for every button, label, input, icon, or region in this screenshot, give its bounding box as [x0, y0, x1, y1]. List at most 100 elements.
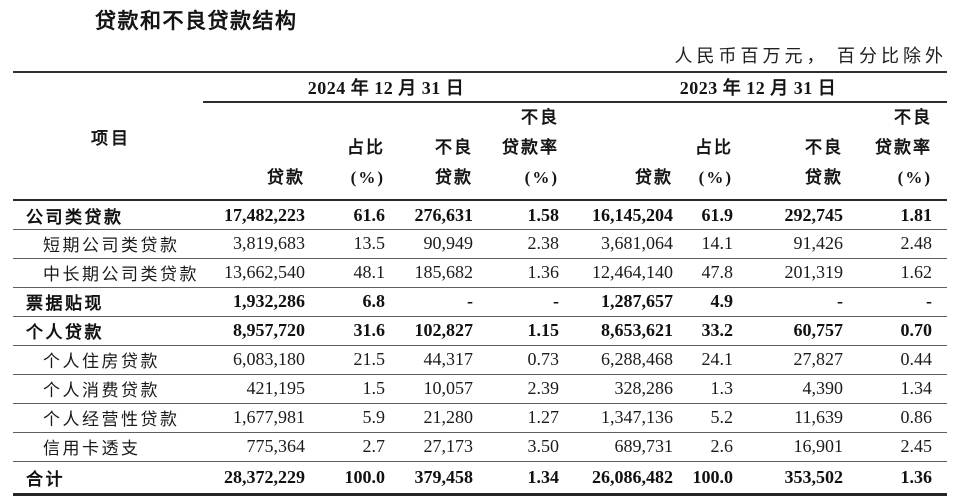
- cell-nplratio-2023: 2.45: [900, 436, 933, 457]
- cell-nplratio-2023: 1.36: [900, 466, 933, 487]
- cell-npl-2024: -: [467, 291, 473, 312]
- cell-npl-2024: 276,631: [414, 204, 474, 225]
- table-row-medium-long-corporate: 中长期公司类贷款 13,662,540 48.1 185,682 1.36 12…: [13, 258, 947, 287]
- cell-loan-2024: 1,932,286: [233, 291, 305, 312]
- cell-loan-2024: 1,677,981: [233, 407, 305, 428]
- cell-share-2023: 33.2: [701, 320, 734, 341]
- unit-note-row: 人民币百万元， 百分比除外: [0, 42, 947, 68]
- cell-nplratio-2023: -: [926, 291, 932, 312]
- cell-share-2023: 47.8: [701, 262, 734, 283]
- cell-loan-2023: 3,681,064: [601, 233, 673, 254]
- cell-loan-2023: 26,086,482: [592, 466, 673, 487]
- cell-loan-2023: 12,464,140: [592, 262, 673, 283]
- cell-share-2023: 61.9: [701, 204, 734, 225]
- page-title: 贷款和不良贷款结构: [95, 10, 298, 33]
- table-row-personal-consumption: 个人消费贷款 421,195 1.5 10,057 2.39 328,286 1…: [13, 374, 947, 403]
- cell-loan-2023: 16,145,204: [592, 204, 673, 225]
- date-group-2023: 2023 年 12 月 31 日: [569, 72, 947, 103]
- date-group-2024: 2024 年 12 月 31 日: [203, 72, 569, 103]
- cell-loan-2024: 6,083,180: [233, 349, 305, 370]
- cell-nplratio-2024: 1.34: [527, 466, 560, 487]
- cell-share-2023: 2.6: [710, 436, 734, 457]
- col-header-npl-2024: 不良 贷款: [395, 102, 483, 202]
- table-row-personal-business: 个人经营性贷款 1,677,981 5.9 21,280 1.27 1,347,…: [13, 403, 947, 432]
- row-label: 公司类贷款: [26, 207, 124, 227]
- cell-npl-2023: 60,757: [793, 320, 844, 341]
- cell-nplratio-2023: 0.86: [900, 407, 933, 428]
- col-header-nplratio-2023: 不良 贷款率 (%): [853, 102, 947, 202]
- cell-loan-2024: 3,819,683: [233, 233, 305, 254]
- cell-nplratio-2024: 2.38: [527, 233, 560, 254]
- table-row-personal-loans: 个人贷款 8,957,720 31.6 102,827 1.15 8,653,6…: [13, 316, 947, 345]
- cell-loan-2024: 28,372,229: [224, 466, 305, 487]
- cell-loan-2024: 13,662,540: [224, 262, 305, 283]
- cell-npl-2023: 201,319: [784, 262, 844, 283]
- cell-share-2024: 13.5: [353, 233, 386, 254]
- report-page: 贷款和不良贷款结构 人民币百万元， 百分比除外 项目 2024 年 12 月 3…: [0, 5, 960, 496]
- item-column-header: 项目: [13, 72, 203, 202]
- cell-nplratio-2023: 1.81: [900, 204, 933, 225]
- column-header-row: 贷款 占比 (%) 不良 贷款 不良 贷款率 (%) 贷款 占比 (%) 不良 …: [13, 102, 947, 202]
- cell-share-2023: 4.9: [710, 291, 734, 312]
- col-header-loan-2023: 贷款: [569, 102, 683, 202]
- cell-share-2024: 31.6: [353, 320, 386, 341]
- cell-npl-2023: 11,639: [794, 407, 843, 428]
- cell-nplratio-2023: 0.44: [900, 349, 933, 370]
- col-header-nplratio-2024: 不良 贷款率 (%): [483, 102, 569, 202]
- cell-loan-2024: 421,195: [246, 378, 306, 399]
- cell-nplratio-2024: 1.58: [527, 204, 560, 225]
- table-row-personal-housing: 个人住房贷款 6,083,180 21.5 44,317 0.73 6,288,…: [13, 345, 947, 374]
- table-row-total: 合计 28,372,229 100.0 379,458 1.34 26,086,…: [13, 461, 947, 495]
- cell-npl-2024: 102,827: [414, 320, 474, 341]
- date-header-row: 项目 2024 年 12 月 31 日 2023 年 12 月 31 日: [13, 72, 947, 202]
- cell-share-2023: 1.3: [710, 378, 734, 399]
- col-header-share-2024: 占比 (%): [315, 102, 395, 202]
- cell-nplratio-2023: 2.48: [900, 233, 933, 254]
- row-label: 信用卡透支: [43, 439, 141, 459]
- cell-loan-2024: 17,482,223: [224, 204, 305, 225]
- cell-nplratio-2024: 0.73: [527, 349, 560, 370]
- table-row-corporate-loans: 公司类贷款 17,482,223 61.6 276,631 1.58 16,14…: [13, 200, 947, 229]
- cell-npl-2024: 44,317: [423, 349, 474, 370]
- cell-loan-2023: 6,288,468: [601, 349, 673, 370]
- row-label: 合计: [26, 469, 65, 489]
- cell-share-2024: 2.7: [362, 436, 386, 457]
- row-label: 短期公司类贷款: [43, 236, 180, 256]
- cell-loan-2023: 689,731: [614, 436, 674, 457]
- cell-npl-2024: 27,173: [423, 436, 474, 457]
- cell-share-2024: 6.8: [362, 291, 386, 312]
- col-header-loan-2024: 贷款: [203, 102, 315, 202]
- cell-nplratio-2024: -: [553, 291, 559, 312]
- cell-npl-2023: 91,426: [793, 233, 844, 254]
- cell-npl-2023: 292,745: [784, 204, 844, 225]
- cell-share-2024: 5.9: [362, 407, 386, 428]
- loan-structure-table: 项目 2024 年 12 月 31 日 2023 年 12 月 31 日 贷款 …: [13, 71, 947, 496]
- cell-nplratio-2024: 1.36: [527, 262, 560, 283]
- cell-loan-2024: 775,364: [246, 436, 306, 457]
- cell-loan-2023: 1,347,136: [601, 407, 673, 428]
- table-row-credit-card-overdraft: 信用卡透支 775,364 2.7 27,173 3.50 689,731 2.…: [13, 432, 947, 461]
- cell-nplratio-2024: 1.15: [527, 320, 560, 341]
- cell-loan-2023: 328,286: [614, 378, 674, 399]
- cell-npl-2024: 379,458: [414, 466, 474, 487]
- cell-share-2024: 1.5: [362, 378, 386, 399]
- cell-npl-2023: -: [837, 291, 843, 312]
- cell-share-2024: 48.1: [353, 262, 386, 283]
- row-label: 个人住房贷款: [43, 352, 160, 372]
- cell-share-2023: 5.2: [710, 407, 734, 428]
- cell-loan-2024: 8,957,720: [233, 320, 305, 341]
- cell-npl-2023: 16,901: [793, 436, 844, 457]
- unit-note: 人民币百万元， 百分比除外: [674, 46, 947, 66]
- cell-npl-2023: 27,827: [793, 349, 844, 370]
- cell-nplratio-2023: 0.70: [900, 320, 933, 341]
- cell-npl-2024: 185,682: [414, 262, 474, 283]
- cell-share-2023: 14.1: [701, 233, 734, 254]
- cell-loan-2023: 1,287,657: [601, 291, 673, 312]
- cell-nplratio-2023: 1.34: [900, 378, 933, 399]
- cell-npl-2024: 21,280: [423, 407, 474, 428]
- cell-npl-2023: 4,390: [802, 378, 844, 399]
- table-row-discounted-bills: 票据贴现 1,932,286 6.8 - - 1,287,657 4.9 - -: [13, 287, 947, 316]
- cell-npl-2023: 353,502: [784, 466, 844, 487]
- cell-npl-2024: 90,949: [423, 233, 474, 254]
- cell-nplratio-2024: 1.27: [527, 407, 560, 428]
